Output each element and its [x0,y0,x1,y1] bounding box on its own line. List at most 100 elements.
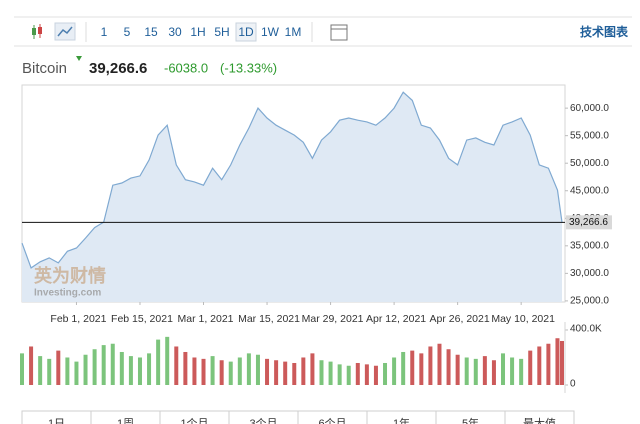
x-tick-label: Mar 15, 2021 [238,313,300,325]
volume-bar [446,349,451,385]
calendar-icon[interactable] [330,24,348,41]
last-price: 39,266.6 [89,60,147,77]
x-tick-label: Feb 1, 2021 [50,313,106,325]
last-price-box [566,215,612,230]
volume-bar [265,358,270,385]
volume-bar [364,364,369,385]
last-price-label: 39,266.6 [569,217,608,228]
volume-bar [119,351,124,385]
interval-button[interactable]: 5 [124,25,131,39]
volume-bar [246,353,251,385]
volume-bar [560,340,564,385]
volume-bar [491,360,496,385]
volume-bar [555,338,560,385]
interval-button[interactable]: 1D [238,25,254,39]
volume-bar [156,339,161,385]
volume-bar [455,354,460,385]
volume-bar [383,362,388,385]
volume-bar [92,349,97,385]
x-tick-label: May 10, 2021 [491,313,555,325]
candle-icon[interactable] [32,24,42,39]
technical-chart-link[interactable]: 技术图表 [580,24,629,39]
volume-bar [401,351,406,385]
range-tab-label: 最大值 [523,416,556,424]
interval-button[interactable]: 15 [144,25,158,39]
y-tick-label: 400.0K [570,324,602,335]
volume-bar [373,365,378,385]
volume-bar [464,357,469,385]
status-marker [76,56,82,61]
volume-bar [74,361,79,385]
volume-bar [419,353,424,385]
interval-button[interactable]: 1H [190,25,205,39]
y-tick-label: 55,000.0 [570,130,609,141]
volume-bar [346,365,351,385]
volume-bar [292,362,297,385]
price-area [22,92,562,302]
volume-bar [301,357,306,385]
range-tabs: 1日 1周 1个月 3个月 6个月 1年 5年 最大值 [21,410,575,424]
volume-bar [410,350,415,385]
volume-bar [501,353,506,385]
y-tick-label: 30,000.0 [570,268,609,279]
instrument-name: Bitcoin [22,60,67,77]
interval-button[interactable]: 1W [261,25,280,39]
volume-bar [437,343,442,385]
volume-bar [274,360,279,385]
volume-bar [165,336,170,385]
volume-bar [283,361,288,385]
volume-bar [537,346,542,385]
range-tab-label: 3个月 [249,417,277,424]
volume-bar [519,358,524,385]
range-tab-label: 1个月 [180,417,208,424]
y-tick-label: 50,000.0 [570,158,609,169]
volume-chart: 0 400.0K [20,322,602,393]
volume-bar [355,362,360,385]
volume-bar [137,357,142,385]
interval-button[interactable]: 1M [285,25,302,39]
y-tick-label: 45,000.0 [570,185,609,196]
line-icon[interactable] [54,22,76,41]
volume-bar [510,357,515,385]
volume-bar [473,358,478,385]
volume-bar [174,346,179,385]
volume-bar [183,351,188,385]
price-change-percent: (-13.33%) [220,60,277,75]
volume-bar [65,357,70,385]
interval-button[interactable]: 30 [168,25,182,39]
x-tick-label: Feb 15, 2021 [111,313,173,325]
volume-bar [310,353,315,385]
x-tick-label: Mar 29, 2021 [302,313,364,325]
x-tick-label: Apr 12, 2021 [366,313,426,325]
y-tick-label: 35,000.0 [570,240,609,251]
interval-button[interactable]: 5H [214,25,229,39]
interval-button[interactable]: 1 [101,25,108,39]
volume-bar [128,356,133,385]
volume-bar [83,354,88,385]
active-interval [235,22,257,42]
volume-bar [328,361,333,385]
volume-bar [20,353,24,385]
volume-bar [38,356,43,385]
volume-bar [546,343,551,385]
x-tick-label: Mar 1, 2021 [177,313,233,325]
volume-bar [428,346,433,385]
volume-bar [528,350,533,385]
volume-bar [228,361,233,385]
interval-buttons: 1 5 15 30 1H 5H 1D 1W 1M [101,22,302,42]
watermark-site: Investing.com [34,288,101,299]
range-tab-label: 1周 [117,417,134,424]
y-tick-label: 0 [570,379,576,390]
range-tab-label: 1年 [393,416,410,424]
volume-bar [319,360,324,385]
volume-bar [255,354,260,385]
volume-bar [101,345,106,385]
x-tick-label: Apr 26, 2021 [430,313,490,325]
range-tab-label: 5年 [462,416,479,424]
volume-bar [110,343,115,385]
volume-bar [47,358,52,385]
range-tab[interactable] [504,410,575,424]
volume-bar [56,350,61,385]
volume-bar [147,353,152,385]
